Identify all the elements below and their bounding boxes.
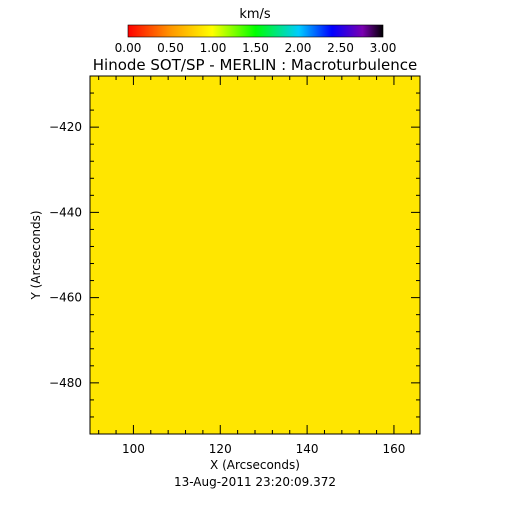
colorbar-tick-label: 2.00 xyxy=(285,41,312,55)
x-tick-label: 140 xyxy=(296,442,319,456)
timestamp: 13-Aug-2011 23:20:09.372 xyxy=(174,475,336,489)
chart-title: Hinode SOT/SP - MERLIN : Macroturbulence xyxy=(93,56,418,74)
colorbar-tick-label: 0.00 xyxy=(115,41,142,55)
y-tick-label: −440 xyxy=(49,205,82,219)
y-axis-ticks: −420 −440 −460 −480 xyxy=(49,75,420,435)
macroturbulence-field xyxy=(90,76,420,434)
x-axis-ticks: 100 120 140 160 xyxy=(98,76,412,456)
colorbar-ticks: 0.00 0.50 1.00 1.50 2.00 2.50 3.00 xyxy=(115,41,397,55)
y-tick-label: −420 xyxy=(49,120,82,134)
x-tick-label: 120 xyxy=(209,442,232,456)
colorbar-tick-label: 1.00 xyxy=(200,41,227,55)
colorbar-tick-label: 2.50 xyxy=(327,41,354,55)
colorbar-tick-label: 1.50 xyxy=(242,41,269,55)
colorbar-unit: km/s xyxy=(239,7,271,22)
colorbar xyxy=(127,24,384,38)
colorbar-tick-label: 3.00 xyxy=(370,41,397,55)
colorbar-tick-label: 0.50 xyxy=(157,41,184,55)
x-axis-label: X (Arcseconds) xyxy=(210,458,300,472)
y-tick-label: −460 xyxy=(49,291,82,305)
y-axis-label: Y (Arcseconds) xyxy=(29,210,43,300)
x-tick-label: 160 xyxy=(382,442,405,456)
x-tick-label: 100 xyxy=(122,442,145,456)
y-tick-label: −480 xyxy=(49,376,82,390)
